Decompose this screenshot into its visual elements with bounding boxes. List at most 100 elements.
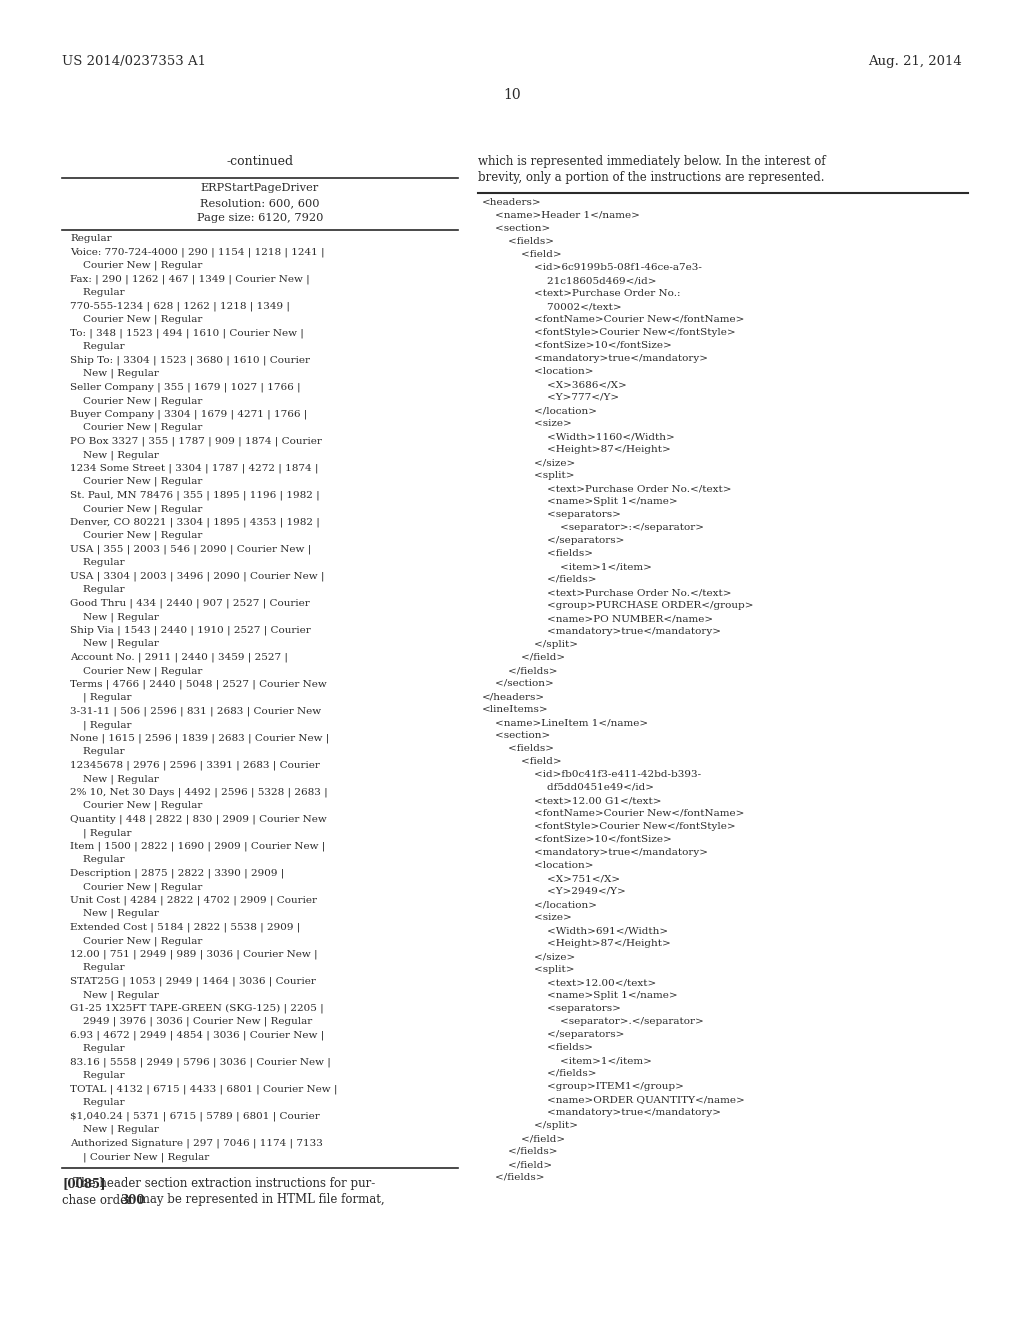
Text: <item>1</item>: <item>1</item> bbox=[482, 562, 652, 572]
Text: Courier New | Regular: Courier New | Regular bbox=[70, 315, 203, 325]
Text: <id>6c9199b5-08f1-46ce-a7e3-: <id>6c9199b5-08f1-46ce-a7e3- bbox=[482, 263, 701, 272]
Text: <text>Purchase Order No.:: <text>Purchase Order No.: bbox=[482, 289, 681, 298]
Text: Account No. | 2911 | 2440 | 3459 | 2527 |: Account No. | 2911 | 2440 | 3459 | 2527 … bbox=[70, 652, 288, 663]
Text: </size>: </size> bbox=[482, 952, 575, 961]
Text: 2949 | 3976 | 3036 | Courier New | Regular: 2949 | 3976 | 3036 | Courier New | Regul… bbox=[70, 1016, 312, 1027]
Text: <fontSize>10</fontSize>: <fontSize>10</fontSize> bbox=[482, 836, 672, 843]
Text: </split>: </split> bbox=[482, 1121, 578, 1130]
Text: <id>fb0c41f3-e411-42bd-b393-: <id>fb0c41f3-e411-42bd-b393- bbox=[482, 770, 701, 779]
Text: </section>: </section> bbox=[482, 678, 554, 688]
Text: -continued: -continued bbox=[226, 154, 294, 168]
Text: </size>: </size> bbox=[482, 458, 575, 467]
Text: <mandatory>true</mandatory>: <mandatory>true</mandatory> bbox=[482, 847, 708, 857]
Text: <separators>: <separators> bbox=[482, 1005, 621, 1012]
Text: </field>: </field> bbox=[482, 1134, 565, 1143]
Text: <fontStyle>Courier New</fontStyle>: <fontStyle>Courier New</fontStyle> bbox=[482, 822, 735, 832]
Text: 12345678 | 2976 | 2596 | 3391 | 2683 | Courier: 12345678 | 2976 | 2596 | 3391 | 2683 | C… bbox=[70, 760, 319, 770]
Text: <size>: <size> bbox=[482, 913, 571, 921]
Text: The header section extraction instructions for pur-: The header section extraction instructio… bbox=[62, 1177, 375, 1191]
Text: Courier New | Regular: Courier New | Regular bbox=[70, 504, 203, 513]
Text: <field>: <field> bbox=[482, 249, 561, 259]
Text: Ship To: | 3304 | 1523 | 3680 | 1610 | Courier: Ship To: | 3304 | 1523 | 3680 | 1610 | C… bbox=[70, 355, 310, 366]
Text: New | Regular: New | Regular bbox=[70, 370, 159, 379]
Text: <X>751</X>: <X>751</X> bbox=[482, 874, 621, 883]
Text: </fields>: </fields> bbox=[482, 576, 597, 583]
Text: </fields>: </fields> bbox=[482, 667, 557, 675]
Text: None | 1615 | 2596 | 1839 | 2683 | Courier New |: None | 1615 | 2596 | 1839 | 2683 | Couri… bbox=[70, 734, 330, 743]
Text: </split>: </split> bbox=[482, 640, 578, 649]
Text: <separators>: <separators> bbox=[482, 510, 621, 519]
Text: USA | 3304 | 2003 | 3496 | 2090 | Courier New |: USA | 3304 | 2003 | 3496 | 2090 | Courie… bbox=[70, 572, 325, 581]
Text: </fields>: </fields> bbox=[482, 1173, 545, 1181]
Text: Courier New | Regular: Courier New | Regular bbox=[70, 936, 203, 945]
Text: <fontName>Courier New</fontName>: <fontName>Courier New</fontName> bbox=[482, 809, 744, 818]
Text: <fields>: <fields> bbox=[482, 238, 554, 246]
Text: Regular: Regular bbox=[70, 342, 125, 351]
Text: <fields>: <fields> bbox=[482, 549, 593, 558]
Text: 70002</text>: 70002</text> bbox=[482, 302, 622, 312]
Text: Fax: | 290 | 1262 | 467 | 1349 | Courier New |: Fax: | 290 | 1262 | 467 | 1349 | Courier… bbox=[70, 275, 309, 284]
Text: Courier New | Regular: Courier New | Regular bbox=[70, 801, 203, 810]
Text: 10: 10 bbox=[503, 88, 521, 102]
Text: <location>: <location> bbox=[482, 367, 594, 376]
Text: New | Regular: New | Regular bbox=[70, 612, 159, 622]
Text: New | Regular: New | Regular bbox=[70, 450, 159, 459]
Text: Voice: 770-724-4000 | 290 | 1154 | 1218 | 1241 |: Voice: 770-724-4000 | 290 | 1154 | 1218 … bbox=[70, 248, 325, 257]
Text: Regular: Regular bbox=[70, 585, 125, 594]
Text: Buyer Company | 3304 | 1679 | 4271 | 1766 |: Buyer Company | 3304 | 1679 | 4271 | 176… bbox=[70, 409, 307, 418]
Text: <split>: <split> bbox=[482, 471, 574, 480]
Text: | Courier New | Regular: | Courier New | Regular bbox=[70, 1152, 209, 1162]
Text: New | Regular: New | Regular bbox=[70, 990, 159, 999]
Text: <separator>:</separator>: <separator>:</separator> bbox=[482, 523, 705, 532]
Text: </field>: </field> bbox=[482, 653, 565, 663]
Text: Regular: Regular bbox=[70, 558, 125, 568]
Text: St. Paul, MN 78476 | 355 | 1895 | 1196 | 1982 |: St. Paul, MN 78476 | 355 | 1895 | 1196 |… bbox=[70, 491, 319, 500]
Text: <Height>87</Height>: <Height>87</Height> bbox=[482, 939, 671, 948]
Text: To: | 348 | 1523 | 494 | 1610 | Courier New |: To: | 348 | 1523 | 494 | 1610 | Courier … bbox=[70, 329, 304, 338]
Text: Unit Cost | 4284 | 2822 | 4702 | 2909 | Courier: Unit Cost | 4284 | 2822 | 4702 | 2909 | … bbox=[70, 895, 317, 906]
Text: G1-25 1X25FT TAPE-GREEN (SKG-125) | 2205 |: G1-25 1X25FT TAPE-GREEN (SKG-125) | 2205… bbox=[70, 1003, 324, 1014]
Text: <lineItems>: <lineItems> bbox=[482, 705, 549, 714]
Text: <field>: <field> bbox=[482, 756, 561, 766]
Text: <Y>2949</Y>: <Y>2949</Y> bbox=[482, 887, 626, 896]
Text: Regular: Regular bbox=[70, 964, 125, 972]
Text: <headers>: <headers> bbox=[482, 198, 542, 207]
Text: <separator>.</separator>: <separator>.</separator> bbox=[482, 1016, 703, 1026]
Text: <section>: <section> bbox=[482, 731, 550, 741]
Text: Item | 1500 | 2822 | 1690 | 2909 | Courier New |: Item | 1500 | 2822 | 1690 | 2909 | Couri… bbox=[70, 842, 326, 851]
Text: </separators>: </separators> bbox=[482, 1030, 625, 1039]
Text: Seller Company | 355 | 1679 | 1027 | 1766 |: Seller Company | 355 | 1679 | 1027 | 176… bbox=[70, 383, 301, 392]
Text: chase order: chase order bbox=[62, 1193, 136, 1206]
Text: PO Box 3327 | 355 | 1787 | 909 | 1874 | Courier: PO Box 3327 | 355 | 1787 | 909 | 1874 | … bbox=[70, 437, 322, 446]
Text: <Width>691</Width>: <Width>691</Width> bbox=[482, 927, 668, 935]
Text: <name>Split 1</name>: <name>Split 1</name> bbox=[482, 991, 678, 1001]
Text: Ship Via | 1543 | 2440 | 1910 | 2527 | Courier: Ship Via | 1543 | 2440 | 1910 | 2527 | C… bbox=[70, 626, 310, 635]
Text: Courier New | Regular: Courier New | Regular bbox=[70, 667, 203, 676]
Text: | Regular: | Regular bbox=[70, 693, 131, 702]
Text: <fontName>Courier New</fontName>: <fontName>Courier New</fontName> bbox=[482, 315, 744, 323]
Text: <location>: <location> bbox=[482, 861, 594, 870]
Text: <split>: <split> bbox=[482, 965, 574, 974]
Text: US 2014/0237353 A1: US 2014/0237353 A1 bbox=[62, 55, 206, 69]
Text: <size>: <size> bbox=[482, 418, 571, 428]
Text: <section>: <section> bbox=[482, 224, 550, 234]
Text: </location>: </location> bbox=[482, 900, 597, 909]
Text: 12.00 | 751 | 2949 | 989 | 3036 | Courier New |: 12.00 | 751 | 2949 | 989 | 3036 | Courie… bbox=[70, 949, 317, 960]
Text: Terms | 4766 | 2440 | 5048 | 2527 | Courier New: Terms | 4766 | 2440 | 5048 | 2527 | Cour… bbox=[70, 680, 327, 689]
Text: Courier New | Regular: Courier New | Regular bbox=[70, 396, 203, 405]
Text: 1234 Some Street | 3304 | 1787 | 4272 | 1874 |: 1234 Some Street | 3304 | 1787 | 4272 | … bbox=[70, 463, 318, 473]
Text: <X>3686</X>: <X>3686</X> bbox=[482, 380, 627, 389]
Text: Page size: 6120, 7920: Page size: 6120, 7920 bbox=[197, 213, 324, 223]
Text: <text>Purchase Order No.</text>: <text>Purchase Order No.</text> bbox=[482, 484, 731, 492]
Text: <name>Split 1</name>: <name>Split 1</name> bbox=[482, 498, 678, 506]
Text: Regular: Regular bbox=[70, 747, 125, 756]
Text: </fields>: </fields> bbox=[482, 1069, 597, 1078]
Text: <Height>87</Height>: <Height>87</Height> bbox=[482, 445, 671, 454]
Text: Courier New | Regular: Courier New | Regular bbox=[70, 477, 203, 487]
Text: 21c18605d469</id>: 21c18605d469</id> bbox=[482, 276, 656, 285]
Text: 2% 10, Net 30 Days | 4492 | 2596 | 5328 | 2683 |: 2% 10, Net 30 Days | 4492 | 2596 | 5328 … bbox=[70, 788, 328, 797]
Text: <Y>777</Y>: <Y>777</Y> bbox=[482, 393, 620, 403]
Text: New | Regular: New | Regular bbox=[70, 639, 159, 648]
Text: Regular: Regular bbox=[70, 1071, 125, 1080]
Text: ERPStartPageDriver: ERPStartPageDriver bbox=[201, 183, 319, 193]
